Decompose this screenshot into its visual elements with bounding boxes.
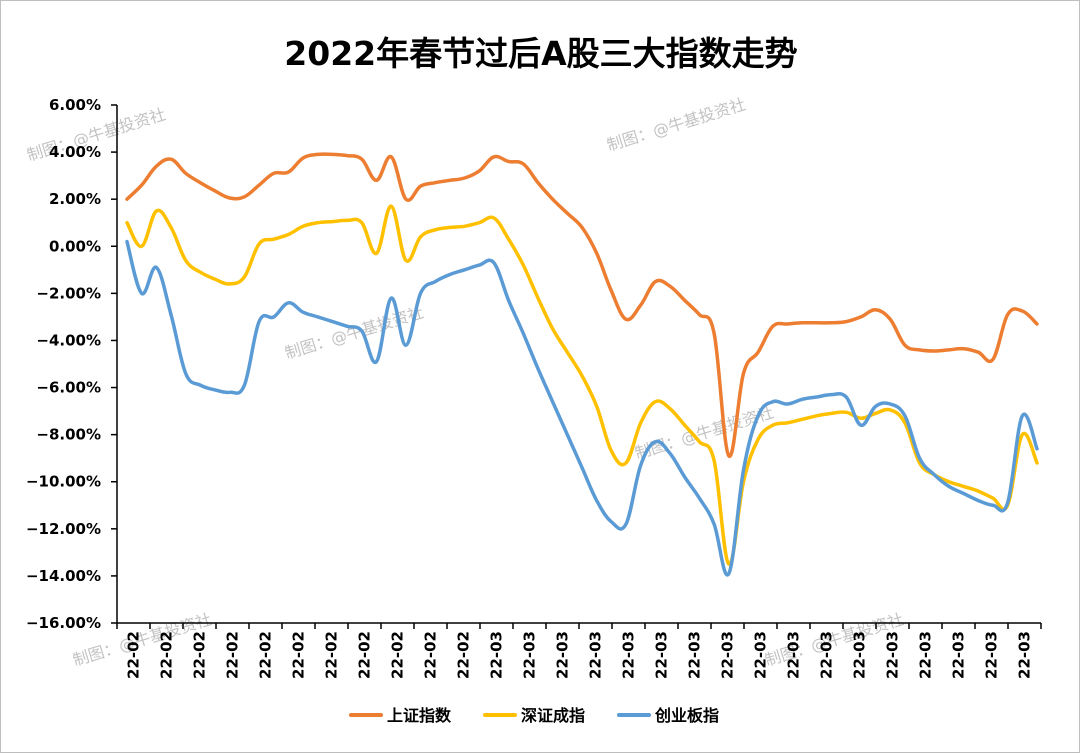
y-tick-label: −12.00% [26,520,101,538]
y-tick-label: −8.00% [36,426,101,444]
x-tick-label: 22-02 [290,631,308,679]
x-tick-label: 22-02 [323,631,341,679]
x-tick-label: 22-03 [818,631,836,679]
legend: 上证指数 深证成指 创业板指 [349,706,719,725]
y-tick-label: −6.00% [36,379,101,397]
watermark-text: 制图：@牛基投资社 [633,403,776,463]
x-tick-label: 22-03 [488,631,506,679]
x-tick-label: 22-03 [884,631,902,679]
axes [116,105,1041,624]
x-tick-label: 22-03 [686,631,704,679]
x-tick-label: 22-03 [587,631,605,679]
x-tick-label: 22-03 [1016,631,1034,679]
x-tick-label: 22-03 [653,631,671,679]
legend-label: 深证成指 [521,706,585,725]
chart-title: 2022年春节过后A股三大指数走势 [284,34,797,73]
x-tick-label: 22-03 [752,631,770,679]
series-line-2 [125,204,1039,566]
x-tick-label: 22-03 [521,631,539,679]
x-tick-label: 22-02 [422,631,440,679]
x-tick-label: 22-03 [554,631,572,679]
series-line-1 [125,152,1039,458]
x-tick-label: 22-02 [389,631,407,679]
x-tick-label: 22-03 [851,631,869,679]
x-tick-label: 22-03 [983,631,1001,679]
y-tick-label: 6.00% [49,96,101,114]
x-tick-label: 22-03 [785,631,803,679]
series-lines [125,152,1039,577]
y-tick-label: −4.00% [36,331,101,349]
y-tick-label: 4.00% [49,143,101,161]
y-tick-label: −16.00% [26,614,101,632]
y-tick-label: −2.00% [36,284,101,302]
y-tick-label: −10.00% [26,473,101,491]
x-tick-label: 22-02 [191,631,209,679]
x-tick-label: 22-02 [257,631,275,679]
x-tick-label: 22-03 [950,631,968,679]
x-tick-label: 22-03 [917,631,935,679]
x-tick-label: 22-02 [224,631,242,679]
watermark-text: 制图：@牛基投资社 [605,95,748,155]
legend-label: 创业板指 [654,706,719,725]
y-tick-label: 2.00% [49,190,101,208]
x-tick-label: 22-02 [125,631,143,679]
watermarks: 制图：@牛基投资社 制图：@牛基投资社制图：@牛基投资社制图：@牛基投资社制图：@… [25,95,906,670]
y-tick-label: 0.00% [49,237,101,255]
y-ticks: 6.00% 4.00% 2.00% 0.00% −2.00% −4.00% −6.00% −8… [26,96,117,632]
x-tick-label: 22-02 [356,631,374,679]
y-tick-label: −14.00% [26,567,101,585]
series-line-3 [125,239,1039,577]
x-tick-label: 22-02 [455,631,473,679]
x-ticks: 22-02 22-02 22-02 22-02 22-02 22-02 22-02 22-02… [116,623,1042,679]
x-tick-label: 22-03 [620,631,638,679]
x-tick-label: 22-03 [719,631,737,679]
x-tick-label: 22-02 [158,631,176,679]
legend-label: 上证指数 [387,706,452,725]
